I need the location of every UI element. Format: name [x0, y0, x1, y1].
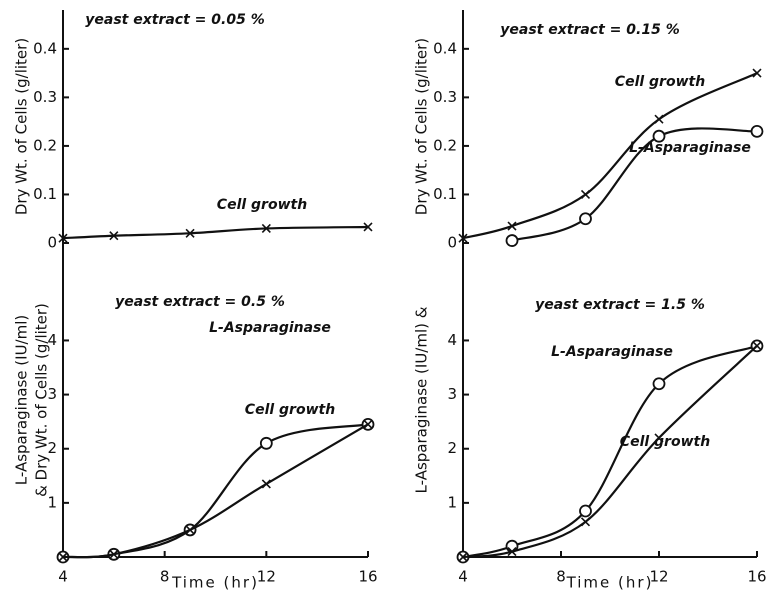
series-label: Cell growth	[615, 74, 705, 90]
series-label: Cell growth	[620, 434, 710, 450]
point	[58, 233, 68, 243]
panel-subtitle: yeast extract = 0.5 %	[115, 294, 285, 310]
x-tick-label: 16	[358, 568, 377, 586]
point	[654, 433, 664, 443]
y-tick-label: 3	[47, 385, 57, 403]
point	[507, 547, 517, 557]
x-tick-label: 4	[58, 568, 68, 586]
y-tick-label: 0.2	[33, 136, 57, 154]
y-axis-label: & Dry Wt. of Cells (g/liter)	[33, 303, 51, 497]
point	[259, 436, 273, 450]
series-line	[511, 127, 758, 242]
y-tick-label: 0.4	[433, 39, 457, 57]
point	[458, 552, 468, 562]
y-tick-label: 4	[447, 331, 457, 349]
y-axis-label: Dry Wt. of Cells (g/liter)	[13, 38, 31, 215]
point	[109, 231, 119, 241]
point	[752, 341, 762, 351]
series-label: L-Asparaginase	[551, 344, 673, 360]
point	[652, 129, 666, 143]
point	[363, 222, 373, 232]
y-tick-label: 0	[447, 234, 457, 252]
point	[505, 234, 519, 247]
point	[261, 223, 271, 234]
x-tick-label: 16	[747, 568, 766, 586]
point	[654, 114, 664, 124]
y-tick-label: 0	[47, 234, 57, 252]
x-tick-label: 12	[257, 568, 276, 586]
y-tick-label: 2	[47, 439, 57, 457]
point	[458, 233, 468, 243]
point	[750, 124, 764, 138]
point	[579, 212, 592, 226]
y-tick-label: 2	[447, 439, 457, 457]
y-axis-label: L-Asparaginase (IU/ml)	[13, 315, 31, 485]
x-tick-label: 12	[649, 568, 668, 586]
y-tick-label: 0.3	[433, 88, 457, 106]
series-label: L-Asparaginase	[629, 140, 751, 156]
panel-subtitle: yeast extract = 0.15 %	[500, 22, 679, 38]
point	[579, 504, 592, 518]
point	[580, 189, 591, 200]
point	[363, 419, 373, 429]
y-axis-label: Dry Wt. of Cells (g/liter)	[413, 38, 431, 215]
panel-subtitle: yeast extract = 0.05 %	[85, 12, 264, 28]
x-axis-label: Time (hr)	[566, 574, 654, 592]
x-axis-label: Time (hr)	[171, 574, 259, 592]
y-tick-label: 0.4	[33, 39, 57, 57]
series-label: L-Asparaginase	[209, 320, 331, 336]
series-line	[62, 423, 369, 559]
series-line	[462, 344, 758, 559]
y-tick-label: 0.3	[33, 88, 57, 106]
x-tick-label: 4	[458, 568, 468, 586]
y-tick-label: 3	[447, 385, 457, 403]
point	[652, 377, 666, 391]
series-line	[462, 72, 758, 240]
y-tick-label: 0.1	[433, 185, 457, 203]
point	[185, 228, 195, 238]
y-tick-label: 1	[47, 493, 57, 511]
panel-subtitle: yeast extract = 1.5 %	[535, 297, 705, 313]
y-tick-label: 0.1	[33, 185, 57, 203]
x-tick-label: 8	[556, 568, 566, 586]
series-label: Cell growth	[245, 402, 335, 418]
series-label: Cell growth	[217, 197, 307, 213]
point	[109, 549, 119, 559]
point	[58, 552, 68, 562]
y-tick-label: 4	[47, 331, 57, 349]
y-tick-label: 0.2	[433, 136, 457, 154]
series-line	[62, 423, 369, 559]
series-line	[462, 345, 758, 559]
y-axis-label: L-Asparaginase (IU/ml) &	[413, 306, 431, 493]
x-tick-label: 8	[160, 568, 170, 586]
point	[261, 479, 271, 489]
point	[752, 68, 762, 78]
point	[580, 517, 591, 527]
point	[507, 221, 517, 231]
y-tick-label: 1	[447, 493, 457, 511]
series-line	[62, 225, 369, 240]
point	[185, 525, 195, 535]
